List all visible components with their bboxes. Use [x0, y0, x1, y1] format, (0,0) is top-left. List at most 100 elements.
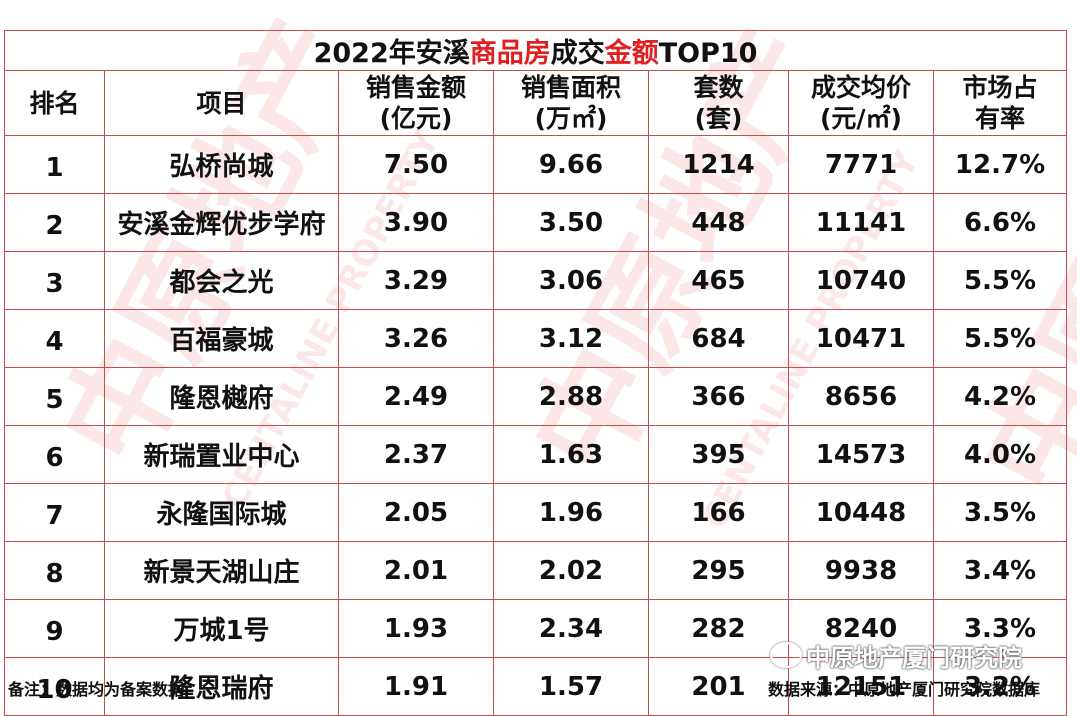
cell-area: 1.57 [493, 657, 649, 716]
cell-area: 3.06 [493, 251, 649, 310]
cell-price: 8656 [788, 367, 934, 426]
table-row: 6 新瑞置业中心 2.37 1.63 395 14573 4.0% [4, 425, 1068, 484]
cell-area: 9.66 [493, 135, 649, 194]
header-unit: (亿元) [379, 104, 453, 133]
header-label: 市场占 [962, 73, 1038, 102]
cell-area: 2.02 [493, 541, 649, 600]
cell-price: 8240 [788, 599, 934, 658]
header-unit: (元/㎡) [820, 104, 902, 133]
cell-rank: 4 [4, 309, 105, 368]
table-row: 1 弘桥尚城 7.50 9.66 1214 7771 12.7% [4, 135, 1068, 194]
cell-project: 弘桥尚城 [104, 135, 339, 194]
cell-amount: 3.26 [338, 309, 494, 368]
cell-share: 12.7% [932, 135, 1068, 194]
cell-project: 隆恩樾府 [104, 367, 339, 426]
cell-price: 9938 [788, 541, 934, 600]
cell-share: 5.5% [932, 309, 1068, 368]
cell-project: 安溪金辉优步学府 [104, 193, 339, 252]
header-label: 销售金额 [365, 73, 466, 102]
title-part: TOP10 [658, 38, 758, 69]
title-highlight: 金额 [604, 38, 659, 69]
cell-rank: 3 [4, 251, 105, 310]
cell-price: 7771 [788, 135, 934, 194]
table-row: 4 百福豪城 3.26 3.12 684 10471 5.5% [4, 309, 1068, 368]
cell-rank: 2 [4, 193, 105, 252]
cell-units: 295 [648, 541, 789, 600]
cell-project: 都会之光 [104, 251, 339, 310]
header-unit: (万㎡) [534, 104, 608, 133]
cell-share: 4.0% [932, 425, 1068, 484]
cell-amount: 7.50 [338, 135, 494, 194]
cell-rank: 5 [4, 367, 105, 426]
header-rank: 排名 [4, 70, 105, 136]
cell-amount: 2.37 [338, 425, 494, 484]
header-label: 销售面积 [520, 73, 621, 102]
cell-amount: 2.01 [338, 541, 494, 600]
title-part: 2022年安溪 [313, 38, 470, 69]
cell-share: 5.5% [932, 251, 1068, 310]
cell-price: 10448 [788, 483, 934, 542]
cell-project: 新瑞置业中心 [104, 425, 339, 484]
cell-project: 新景天湖山庄 [104, 541, 339, 600]
cell-amount: 1.91 [338, 657, 494, 716]
wechat-account: 中原地产厦门研究院 [806, 644, 1022, 672]
cell-amount: 2.49 [338, 367, 494, 426]
header-row: 排名 项目 销售金额 (亿元) 销售面积 (万㎡) 套数 (套) 成交均价 (元/㎡) … [4, 70, 1068, 136]
cell-units: 448 [648, 193, 789, 252]
cell-rank: 8 [4, 541, 105, 600]
cell-units: 1214 [648, 135, 789, 194]
cell-area: 1.63 [493, 425, 649, 484]
cell-price: 11141 [788, 193, 934, 252]
table-title: 2022年安溪商品房成交金额TOP10 [3, 30, 1068, 71]
header-unit: 有率 [975, 104, 1026, 133]
table-row: 8 新景天湖山庄 2.01 2.02 295 9938 3.4% [4, 541, 1068, 600]
table-row: 2 安溪金辉优步学府 3.90 3.50 448 11141 6.6% [4, 193, 1068, 252]
table-row: 9 万城1号 1.93 2.34 282 8240 3.3% [4, 599, 1068, 658]
header-area: 销售面积 (万㎡) [493, 70, 649, 136]
cell-units: 166 [648, 483, 789, 542]
header-label: 套数 [693, 73, 744, 102]
title-part: 成交 [550, 38, 605, 69]
header-project: 项目 [104, 70, 339, 136]
cell-units: 395 [648, 425, 789, 484]
cell-project: 百福豪城 [104, 309, 339, 368]
cell-share: 6.6% [932, 193, 1068, 252]
cell-units: 465 [648, 251, 789, 310]
cell-price: 14573 [788, 425, 934, 484]
cell-share: 4.2% [932, 367, 1068, 426]
footer-source: 数据来源：中原地产厦门研究院数据库 [768, 680, 1041, 699]
cell-rank: 6 [4, 425, 105, 484]
cell-rank: 1 [4, 135, 105, 194]
footer-note: 备注：数据均为备案数据 [8, 680, 185, 699]
cell-amount: 3.90 [338, 193, 494, 252]
header-label: 成交均价 [810, 73, 911, 102]
title-highlight: 商品房 [469, 38, 551, 69]
cell-area: 3.50 [493, 193, 649, 252]
table-row: 3 都会之光 3.29 3.06 465 10740 5.5% [4, 251, 1068, 310]
cell-units: 282 [648, 599, 789, 658]
header-share: 市场占 有率 [932, 70, 1068, 136]
cell-area: 2.88 [493, 367, 649, 426]
cell-area: 1.96 [493, 483, 649, 542]
header-amount: 销售金额 (亿元) [338, 70, 494, 136]
cell-price: 10471 [788, 309, 934, 368]
cell-amount: 3.29 [338, 251, 494, 310]
cell-amount: 1.93 [338, 599, 494, 658]
cell-share: 3.3% [932, 599, 1068, 658]
cell-project: 永隆国际城 [104, 483, 339, 542]
header-units: 套数 (套) [648, 70, 789, 136]
cell-project: 万城1号 [104, 599, 339, 658]
header-label: 排名 [29, 88, 80, 118]
cell-rank: 7 [4, 483, 105, 542]
header-unit: (套) [694, 104, 743, 133]
cell-amount: 2.05 [338, 483, 494, 542]
ranking-table: 2022年安溪商品房成交金额TOP10 排名 项目 销售金额 (亿元) 销售面积(… [3, 30, 1068, 716]
cell-share: 3.4% [932, 541, 1068, 600]
table-row: 5 隆恩樾府 2.49 2.88 366 8656 4.2% [4, 367, 1068, 426]
cell-units: 684 [648, 309, 789, 368]
cell-rank: 9 [4, 599, 105, 658]
header-label: 项目 [196, 88, 247, 118]
cell-area: 2.34 [493, 599, 649, 658]
cell-share: 3.5% [932, 483, 1068, 542]
table-row: 7 永隆国际城 2.05 1.96 166 10448 3.5% [4, 483, 1068, 542]
